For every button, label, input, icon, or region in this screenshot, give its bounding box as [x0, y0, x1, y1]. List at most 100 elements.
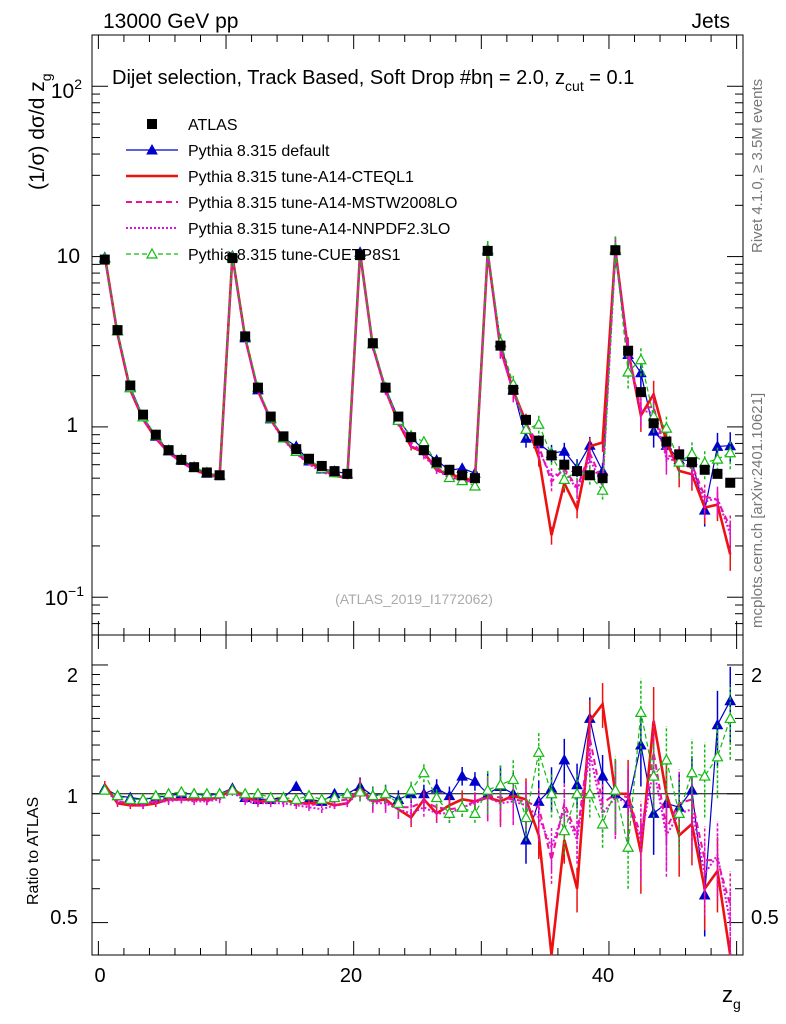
- title-eta: η = 2.0, z: [482, 67, 565, 89]
- series-marker-ratio: [366, 789, 379, 801]
- series-marker-ratio: [379, 787, 392, 799]
- series-marker-top: [558, 445, 571, 456]
- atlas-data-point: [699, 464, 710, 475]
- series-marker-ratio: [251, 787, 264, 799]
- series-marker-ratio: [456, 770, 469, 781]
- y-tick-label: 102: [51, 76, 82, 103]
- series-marker-ratio: [200, 787, 213, 799]
- series-marker-ratio: [417, 766, 430, 778]
- y-tick-label: 10: [57, 245, 80, 268]
- series-marker-top: [634, 353, 647, 365]
- atlas-data-point: [329, 466, 340, 477]
- legend-label: ATLAS: [188, 117, 238, 134]
- atlas-data-point: [138, 409, 149, 420]
- atlas-data-point: [252, 382, 263, 393]
- atlas-data-point: [686, 457, 697, 468]
- legend-label: Pythia 8.315 tune-A14-CTEQL1: [188, 169, 414, 186]
- atlas-data-point: [572, 466, 583, 477]
- series-marker-top: [532, 417, 545, 429]
- atlas-data-point: [597, 473, 608, 484]
- xlabel-sub: g: [733, 996, 741, 1012]
- atlas-data-point: [521, 414, 531, 425]
- atlas-data-point: [304, 453, 314, 464]
- atlas-data-point: [125, 380, 136, 391]
- top-ylabel-sub: g: [38, 73, 54, 81]
- series-marker-top: [417, 435, 430, 447]
- atlas-data-point: [163, 445, 174, 456]
- atlas-data-point: [291, 444, 302, 455]
- atlas-data-point: [418, 445, 429, 456]
- atlas-data-point: [661, 436, 672, 447]
- atlas-data-point: [406, 432, 417, 443]
- series-marker-ratio: [456, 801, 469, 812]
- atlas-data-point: [457, 470, 468, 481]
- series-marker-ratio: [264, 791, 277, 803]
- series-line-top: [104, 248, 731, 492]
- xlabel: zg: [722, 982, 741, 1012]
- y-tick-label: 1: [66, 414, 78, 437]
- atlas-data-point: [367, 338, 378, 349]
- series-marker-ratio: [545, 787, 558, 799]
- ratio-ylabel: Ratio to ATLAS: [25, 797, 42, 905]
- series-marker-top: [660, 421, 673, 433]
- ratio-tick-label: 2: [751, 665, 762, 687]
- series-marker-ratio: [571, 787, 584, 799]
- x-tick-label: 20: [340, 965, 362, 987]
- rivet-label: Rivet 4.1.0, ≥ 3.5M events: [749, 79, 766, 253]
- series-marker-top: [711, 452, 724, 464]
- atlas-data-point: [712, 468, 723, 479]
- series-marker-ratio: [685, 766, 698, 778]
- series-marker-ratio: [647, 769, 660, 781]
- series-marker-top: [519, 423, 533, 434]
- atlas-data-point: [623, 345, 634, 356]
- plot-title: Dijet selection, Track Based, Soft Drop …: [112, 67, 634, 94]
- series-marker-ratio: [609, 783, 622, 795]
- series-marker-ratio: [596, 817, 609, 829]
- series-marker-ratio: [226, 783, 239, 795]
- series-marker-ratio: [622, 841, 635, 852]
- legend-label: Pythia 8.315 tune-CUETP8S1: [188, 247, 401, 264]
- series-marker-ratio: [328, 791, 341, 803]
- ratio-tick-label: 0.5: [50, 907, 78, 929]
- analysis-watermark: (ATLAS_2019_I1772062): [335, 591, 493, 607]
- atlas-data-point: [227, 253, 238, 264]
- atlas-data-point: [508, 384, 519, 395]
- mcplots-label: mcplots.cern.ch [arXiv:2401.10621]: [749, 393, 766, 628]
- series-marker-ratio: [468, 807, 481, 818]
- atlas-data-point: [674, 449, 685, 460]
- atlas-data-point: [265, 411, 276, 422]
- series-marker-top: [685, 447, 698, 459]
- atlas-data-point: [112, 325, 123, 336]
- atlas-data-point: [482, 245, 493, 256]
- series-marker-ratio: [137, 793, 150, 805]
- y-tick-label: 10−1: [45, 583, 85, 610]
- atlas-data-point: [495, 340, 506, 351]
- atlas-data-point: [610, 245, 621, 256]
- series-line-top: [103, 251, 732, 535]
- series-marker-ratio: [583, 787, 596, 799]
- series-marker-ratio: [111, 789, 124, 801]
- x-tick-label: 40: [592, 965, 614, 987]
- legend-marker: [145, 247, 159, 259]
- legend-label: Pythia 8.315 default: [188, 143, 330, 160]
- series-marker-top: [468, 479, 481, 491]
- atlas-data-point: [393, 411, 404, 422]
- atlas-data-point: [533, 435, 544, 446]
- atlas-data-point: [189, 462, 200, 473]
- series-marker-ratio: [405, 783, 418, 795]
- series-marker-ratio: [175, 785, 188, 797]
- atlas-data-point: [431, 457, 442, 468]
- series-marker-ratio: [634, 706, 647, 717]
- series-marker-ratio: [443, 807, 456, 818]
- atlas-data-point: [725, 477, 736, 488]
- series-marker-ratio: [162, 787, 175, 799]
- atlas-data-point: [355, 250, 366, 261]
- xlabel-main: z: [722, 982, 733, 1007]
- legend-marker: [146, 143, 158, 155]
- header-left: 13000 GeV pp: [103, 10, 238, 33]
- series-marker-ratio: [469, 775, 481, 786]
- series-marker-ratio: [213, 787, 226, 799]
- atlas-data-point: [584, 470, 595, 481]
- atlas-data-point: [380, 382, 391, 393]
